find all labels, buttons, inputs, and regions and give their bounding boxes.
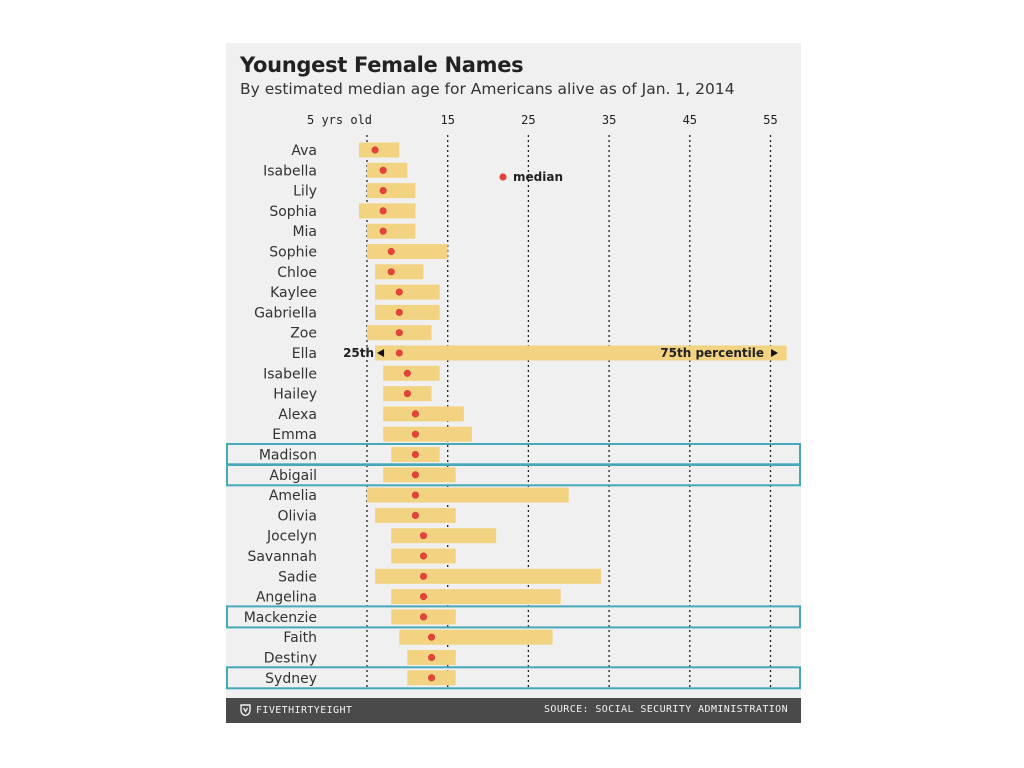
highlight-box (226, 605, 801, 629)
median-dot (411, 511, 420, 519)
x-tick-label: 25 (521, 113, 535, 127)
category-label: Hailey (273, 387, 317, 403)
median-dot (371, 146, 379, 154)
annotation-25th: 25th (343, 346, 374, 360)
arrow-left-icon (377, 349, 385, 357)
median-dot (419, 552, 428, 560)
category-label: Mia (292, 224, 317, 240)
median-dot (411, 471, 420, 479)
median-dot (379, 187, 387, 195)
highlight-box (226, 666, 801, 690)
chart-plot: 5 yrs old 15 25 35 45 55 Ava Isabella Lily Sophia… (226, 113, 801, 690)
median-dot (419, 572, 428, 580)
category-label: Madison (259, 448, 317, 464)
x-tick-label: 45 (683, 113, 697, 127)
category-label: Emma (272, 427, 317, 443)
range-bar (383, 365, 440, 381)
range-bar (367, 223, 416, 239)
range-bar (375, 284, 440, 300)
range-bar (358, 203, 416, 219)
range-bar (399, 629, 553, 645)
legend-median-dot (499, 173, 507, 181)
category-label: Ella (292, 346, 317, 362)
category-label: Alexa (278, 407, 317, 423)
range-bar (391, 589, 561, 605)
category-label: Angelina (256, 590, 317, 606)
category-label: Mackenzie (244, 610, 317, 626)
category-label: Zoe (290, 326, 317, 342)
median-dot (411, 491, 420, 499)
category-label: Isabella (263, 163, 317, 179)
median-dot (427, 674, 436, 682)
range-bar (383, 406, 464, 422)
chart-title: Youngest Female Names (240, 53, 524, 77)
category-label: Isabelle (263, 366, 317, 382)
median-dot (411, 430, 420, 438)
range-bar (358, 142, 400, 158)
range-bar (391, 528, 497, 544)
median-dot (395, 329, 403, 337)
median-dot (411, 410, 420, 418)
arrow-right-icon (771, 349, 778, 357)
category-label: Kaylee (270, 285, 317, 301)
category-label: Faith (283, 630, 317, 646)
legend-label: median (513, 170, 563, 184)
median-dot (395, 288, 403, 296)
category-label: Destiny (264, 651, 317, 667)
range-bar (367, 162, 408, 178)
range-bar (375, 304, 440, 320)
highlight-box (226, 463, 801, 487)
range-bar (375, 345, 787, 361)
category-label: Amelia (269, 488, 317, 504)
range-bar (375, 264, 424, 280)
median-dot (395, 308, 403, 316)
median-dot (419, 532, 428, 540)
x-tick-label: 55 (763, 113, 777, 127)
range-bar (367, 183, 416, 199)
category-label: Abigail (269, 468, 317, 484)
median-dot (387, 247, 395, 256)
chart-subtitle: By estimated median age for Americans al… (240, 80, 735, 98)
category-label: Gabriella (254, 305, 317, 321)
category-label: Olivia (277, 508, 317, 524)
category-label: Sydney (265, 671, 317, 687)
median-dot (403, 390, 411, 398)
x-tick-label: 5 yrs old (307, 113, 372, 127)
median-dot (411, 450, 420, 459)
x-tick-label: 15 (440, 113, 454, 127)
category-label: Sophie (269, 245, 317, 261)
range-bar (367, 487, 569, 503)
range-bar (383, 467, 456, 483)
median-dot (427, 633, 436, 641)
median-dot (379, 227, 387, 235)
brand: FIVETHIRTYEIGHT (240, 704, 352, 716)
category-label: Sadie (278, 569, 317, 585)
chart-card: Youngest Female Names By estimated media… (226, 43, 801, 723)
category-label: Lily (293, 184, 317, 200)
footer-bar: FIVETHIRTYEIGHT SOURCE: SOCIAL SECURITY … (226, 698, 801, 723)
category-label: Ava (291, 143, 317, 159)
fivethirtyeight-logo-icon (240, 704, 251, 716)
range-bar (367, 244, 448, 259)
median-dot (419, 613, 428, 621)
category-label: Savannah (247, 549, 317, 565)
median-dot (403, 369, 411, 377)
median-dot (427, 653, 436, 662)
median-dot (379, 207, 387, 215)
median-dot (379, 166, 387, 174)
median-dot (395, 349, 403, 357)
median-dot (419, 593, 428, 601)
category-label: Sophia (269, 204, 317, 220)
brand-name: FIVETHIRTYEIGHT (256, 704, 353, 716)
range-bar (383, 426, 472, 442)
category-label: Jocelyn (266, 529, 317, 545)
median-dot (387, 268, 395, 276)
x-tick-label: 35 (602, 113, 616, 127)
annotation-75th: 75th percentile (660, 346, 764, 360)
source-note: SOURCE: SOCIAL SECURITY ADMINISTRATION (544, 704, 788, 715)
range-bar (375, 568, 602, 584)
category-label: Chloe (277, 265, 317, 281)
